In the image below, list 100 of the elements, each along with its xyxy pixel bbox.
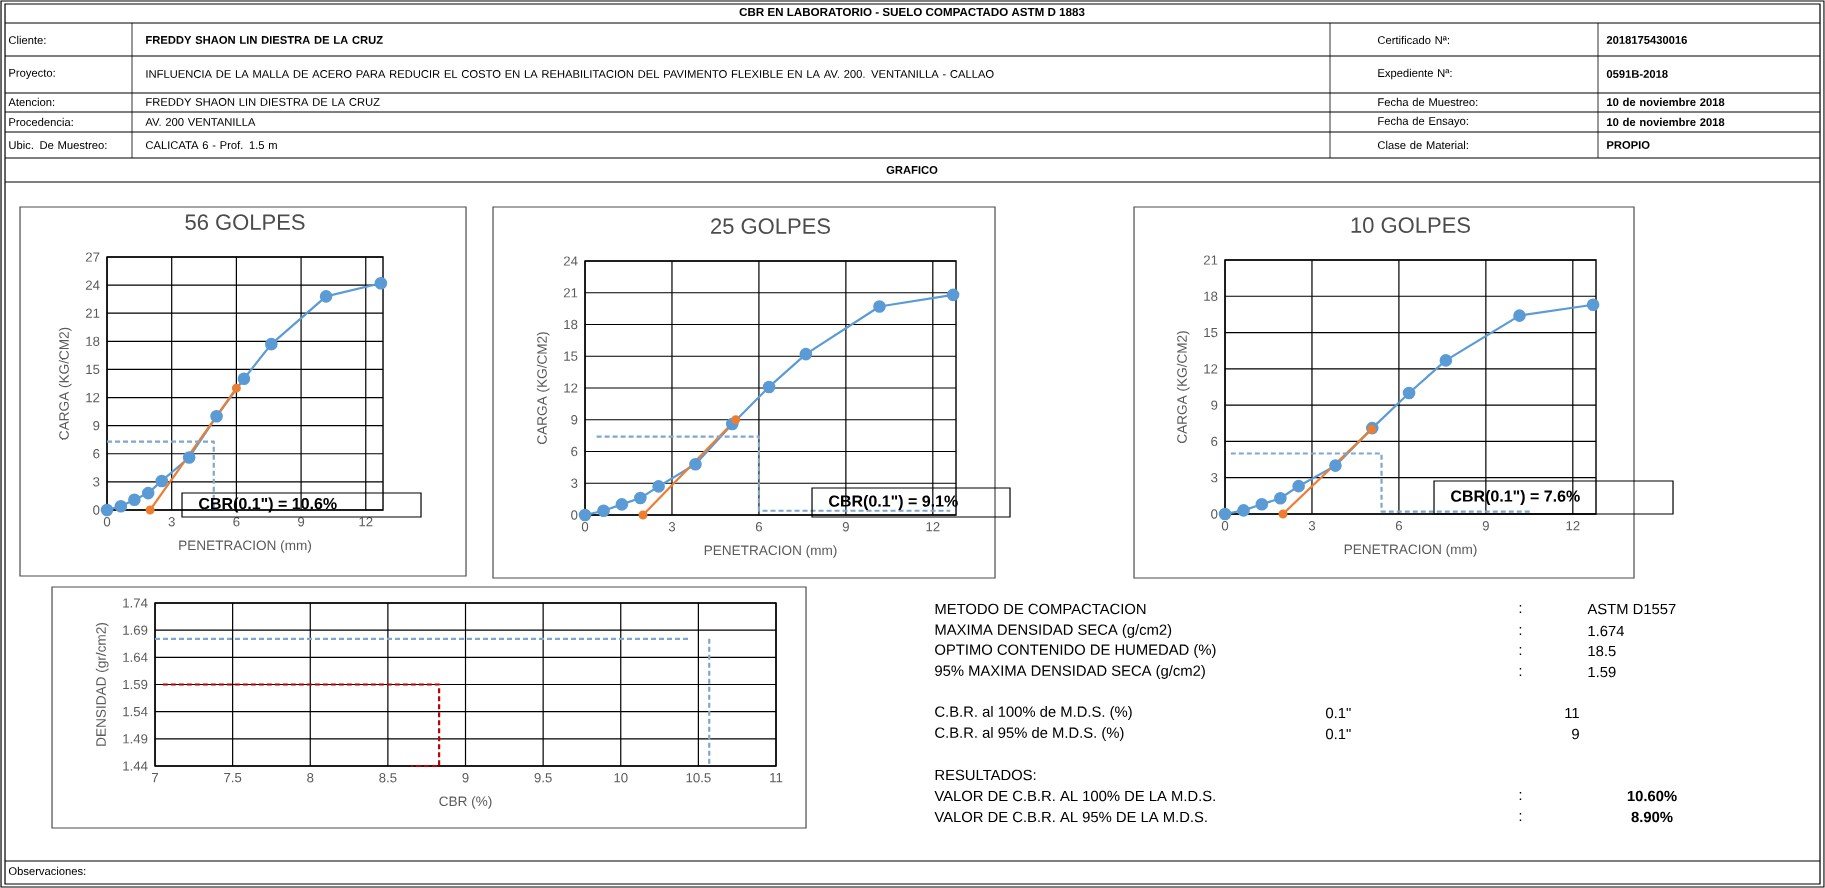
text: ASTM D1557 — [1587, 603, 1676, 615]
text: : — [1519, 792, 1522, 800]
text: GRAFICO — [886, 166, 938, 174]
y-tick-label: 18 — [564, 319, 578, 330]
text: FREDDY SHAON LIN DIESTRA DE LA CRUZ — [146, 36, 383, 44]
text: 1.59 — [1588, 666, 1616, 678]
x-axis-title: PENETRACION (mm) — [1344, 544, 1477, 557]
text: Expediente Nª: — [1378, 68, 1452, 80]
text: PROPIO — [1607, 141, 1650, 149]
text: C.B.R. al 100% de M.D.S. (%) — [935, 706, 1132, 720]
text: 8.90% — [1631, 811, 1673, 823]
x-tick-label: 9 — [462, 773, 469, 783]
x-axis-title: CBR (%) — [439, 796, 492, 809]
y-tick-label: 24 — [563, 256, 578, 266]
text: Proyecto: — [9, 68, 55, 79]
text: AV. 200 VENTANILLA — [145, 118, 256, 126]
x-tick-label: 8 — [307, 773, 314, 783]
x-tick-label: 12 — [926, 522, 940, 532]
y-tick-label: 1.59 — [123, 679, 148, 690]
chart-title: 25 GOLPES — [711, 218, 830, 234]
y-tick-label: 1.69 — [123, 625, 148, 635]
x-tick-label: 8.5 — [379, 773, 397, 783]
text: 0591B-2018 — [1606, 70, 1668, 78]
text: Atencion: — [8, 97, 55, 107]
x-tick-label: 0 — [581, 522, 589, 532]
text: : — [1519, 605, 1522, 613]
x-tick-label: 11 — [770, 773, 783, 783]
x-tick-label: 6 — [755, 522, 763, 532]
y-tick-label: 15 — [564, 351, 578, 361]
text: METODO DE COMPACTACION — [935, 603, 1146, 615]
x-tick-label: 3 — [668, 522, 676, 532]
text: 10 de noviembre 2018 — [1607, 97, 1725, 107]
text: VALOR DE C.B.R. AL 100% DE LA M.D.S. — [934, 790, 1215, 802]
text: FREDDY SHAON LIN DIESTRA DE LA CRUZ — [146, 98, 380, 106]
x-tick-label: 6 — [233, 517, 240, 527]
chart-title: 56 GOLPES — [185, 214, 305, 230]
y-tick-label: 12 — [564, 383, 578, 393]
text: : — [1519, 627, 1522, 635]
text: 10 de noviembre 2018 — [1607, 117, 1725, 127]
x-tick-label: 7 — [152, 773, 159, 783]
y-tick-label: 3 — [571, 478, 578, 488]
y-tick-label: 9 — [1211, 400, 1218, 410]
text: RESULTADOS: — [935, 769, 1036, 781]
x-tick-label: 9.5 — [534, 773, 552, 783]
x-tick-label: 0 — [103, 517, 111, 527]
y-tick-label: 15 — [1204, 327, 1218, 338]
y-tick-label: 0 — [1211, 509, 1218, 519]
y-tick-label: 21 — [563, 288, 578, 298]
text: CBR EN LABORATORIO - SUELO COMPACTADO ASTM D 1883 — [739, 7, 1085, 17]
x-tick-label: 12 — [359, 517, 373, 527]
y-tick-label: 1.49 — [123, 734, 148, 744]
text: Ubic. De Muestreo: — [9, 140, 107, 150]
x-tick-label: 6 — [1395, 521, 1403, 531]
y-axis-title: CARGA (KG/CM2) — [58, 327, 72, 440]
y-axis-title: CARGA (KG/CM2) — [1176, 331, 1190, 443]
x-tick-label: 3 — [1308, 521, 1316, 531]
y-tick-label: 6 — [93, 449, 100, 459]
y-axis-title: CARGA (KG/CM2) — [536, 332, 550, 444]
text: Clase de Material: — [1377, 140, 1468, 150]
x-tick-label: 9 — [298, 517, 305, 527]
text: Procedencia: — [9, 117, 73, 127]
y-tick-label: 24 — [85, 280, 100, 290]
text: Cliente: — [8, 35, 46, 45]
y-tick-label: 1.44 — [123, 761, 148, 771]
y-tick-label: 1.74 — [123, 598, 148, 608]
text: 95% MAXIMA DENSIDAD SECA (g/cm2) — [935, 665, 1205, 679]
y-tick-label: 1.54 — [123, 707, 148, 717]
x-tick-label: 12 — [1566, 521, 1580, 531]
text: C.B.R. al 95% de M.D.S. (%) — [935, 727, 1124, 741]
text: : — [1519, 813, 1522, 821]
y-tick-label: 18 — [86, 336, 100, 346]
y-tick-label: 12 — [1204, 364, 1218, 374]
text: 2018175430016 — [1606, 36, 1687, 44]
text: 9 — [1572, 728, 1579, 740]
y-axis-title: DENSIDAD (gr/cm2) — [95, 623, 109, 746]
text: CALICATA 6 - Prof. 1.5 m — [145, 140, 277, 150]
text: : — [1519, 668, 1522, 676]
x-axis-title: PENETRACION (mm) — [179, 540, 312, 553]
x-axis-title: PENETRACION (mm) — [704, 545, 837, 558]
y-tick-label: 6 — [571, 446, 578, 457]
text: MAXIMA DENSIDAD SECA (g/cm2) — [935, 624, 1172, 638]
y-tick-label: 1.64 — [123, 652, 148, 662]
text: 11 — [1565, 707, 1579, 719]
text: 10.60% — [1627, 790, 1677, 802]
text: 0.1" — [1325, 728, 1351, 740]
x-tick-label: 0 — [1221, 521, 1229, 531]
x-tick-label: 7.5 — [224, 773, 242, 783]
x-tick-label: 9 — [1482, 521, 1489, 531]
y-tick-label: 12 — [86, 392, 100, 403]
x-tick-label: 10 — [614, 773, 628, 783]
text: VALOR DE C.B.R. AL 95% DE LA M.D.S. — [934, 811, 1207, 823]
x-tick-label: 9 — [842, 522, 849, 532]
y-tick-label: 6 — [1211, 436, 1218, 447]
text: 1.674 — [1588, 625, 1625, 637]
y-tick-label: 9 — [571, 415, 578, 425]
text: INFLUENCIA DE LA MALLA DE ACERO PARA REDUCIR EL COSTO EN LA REHABILITACION DEL PAVIMENTO FLEXIBLE EN LA AV. 200. VENTANILLA - CALLAO — [146, 70, 994, 78]
text: Fecha de Ensayo: — [1378, 116, 1468, 128]
text: Certificado Nª: — [1377, 35, 1449, 45]
text: Fecha de Muestreo: — [1378, 97, 1478, 107]
y-tick-label: 9 — [93, 420, 100, 431]
